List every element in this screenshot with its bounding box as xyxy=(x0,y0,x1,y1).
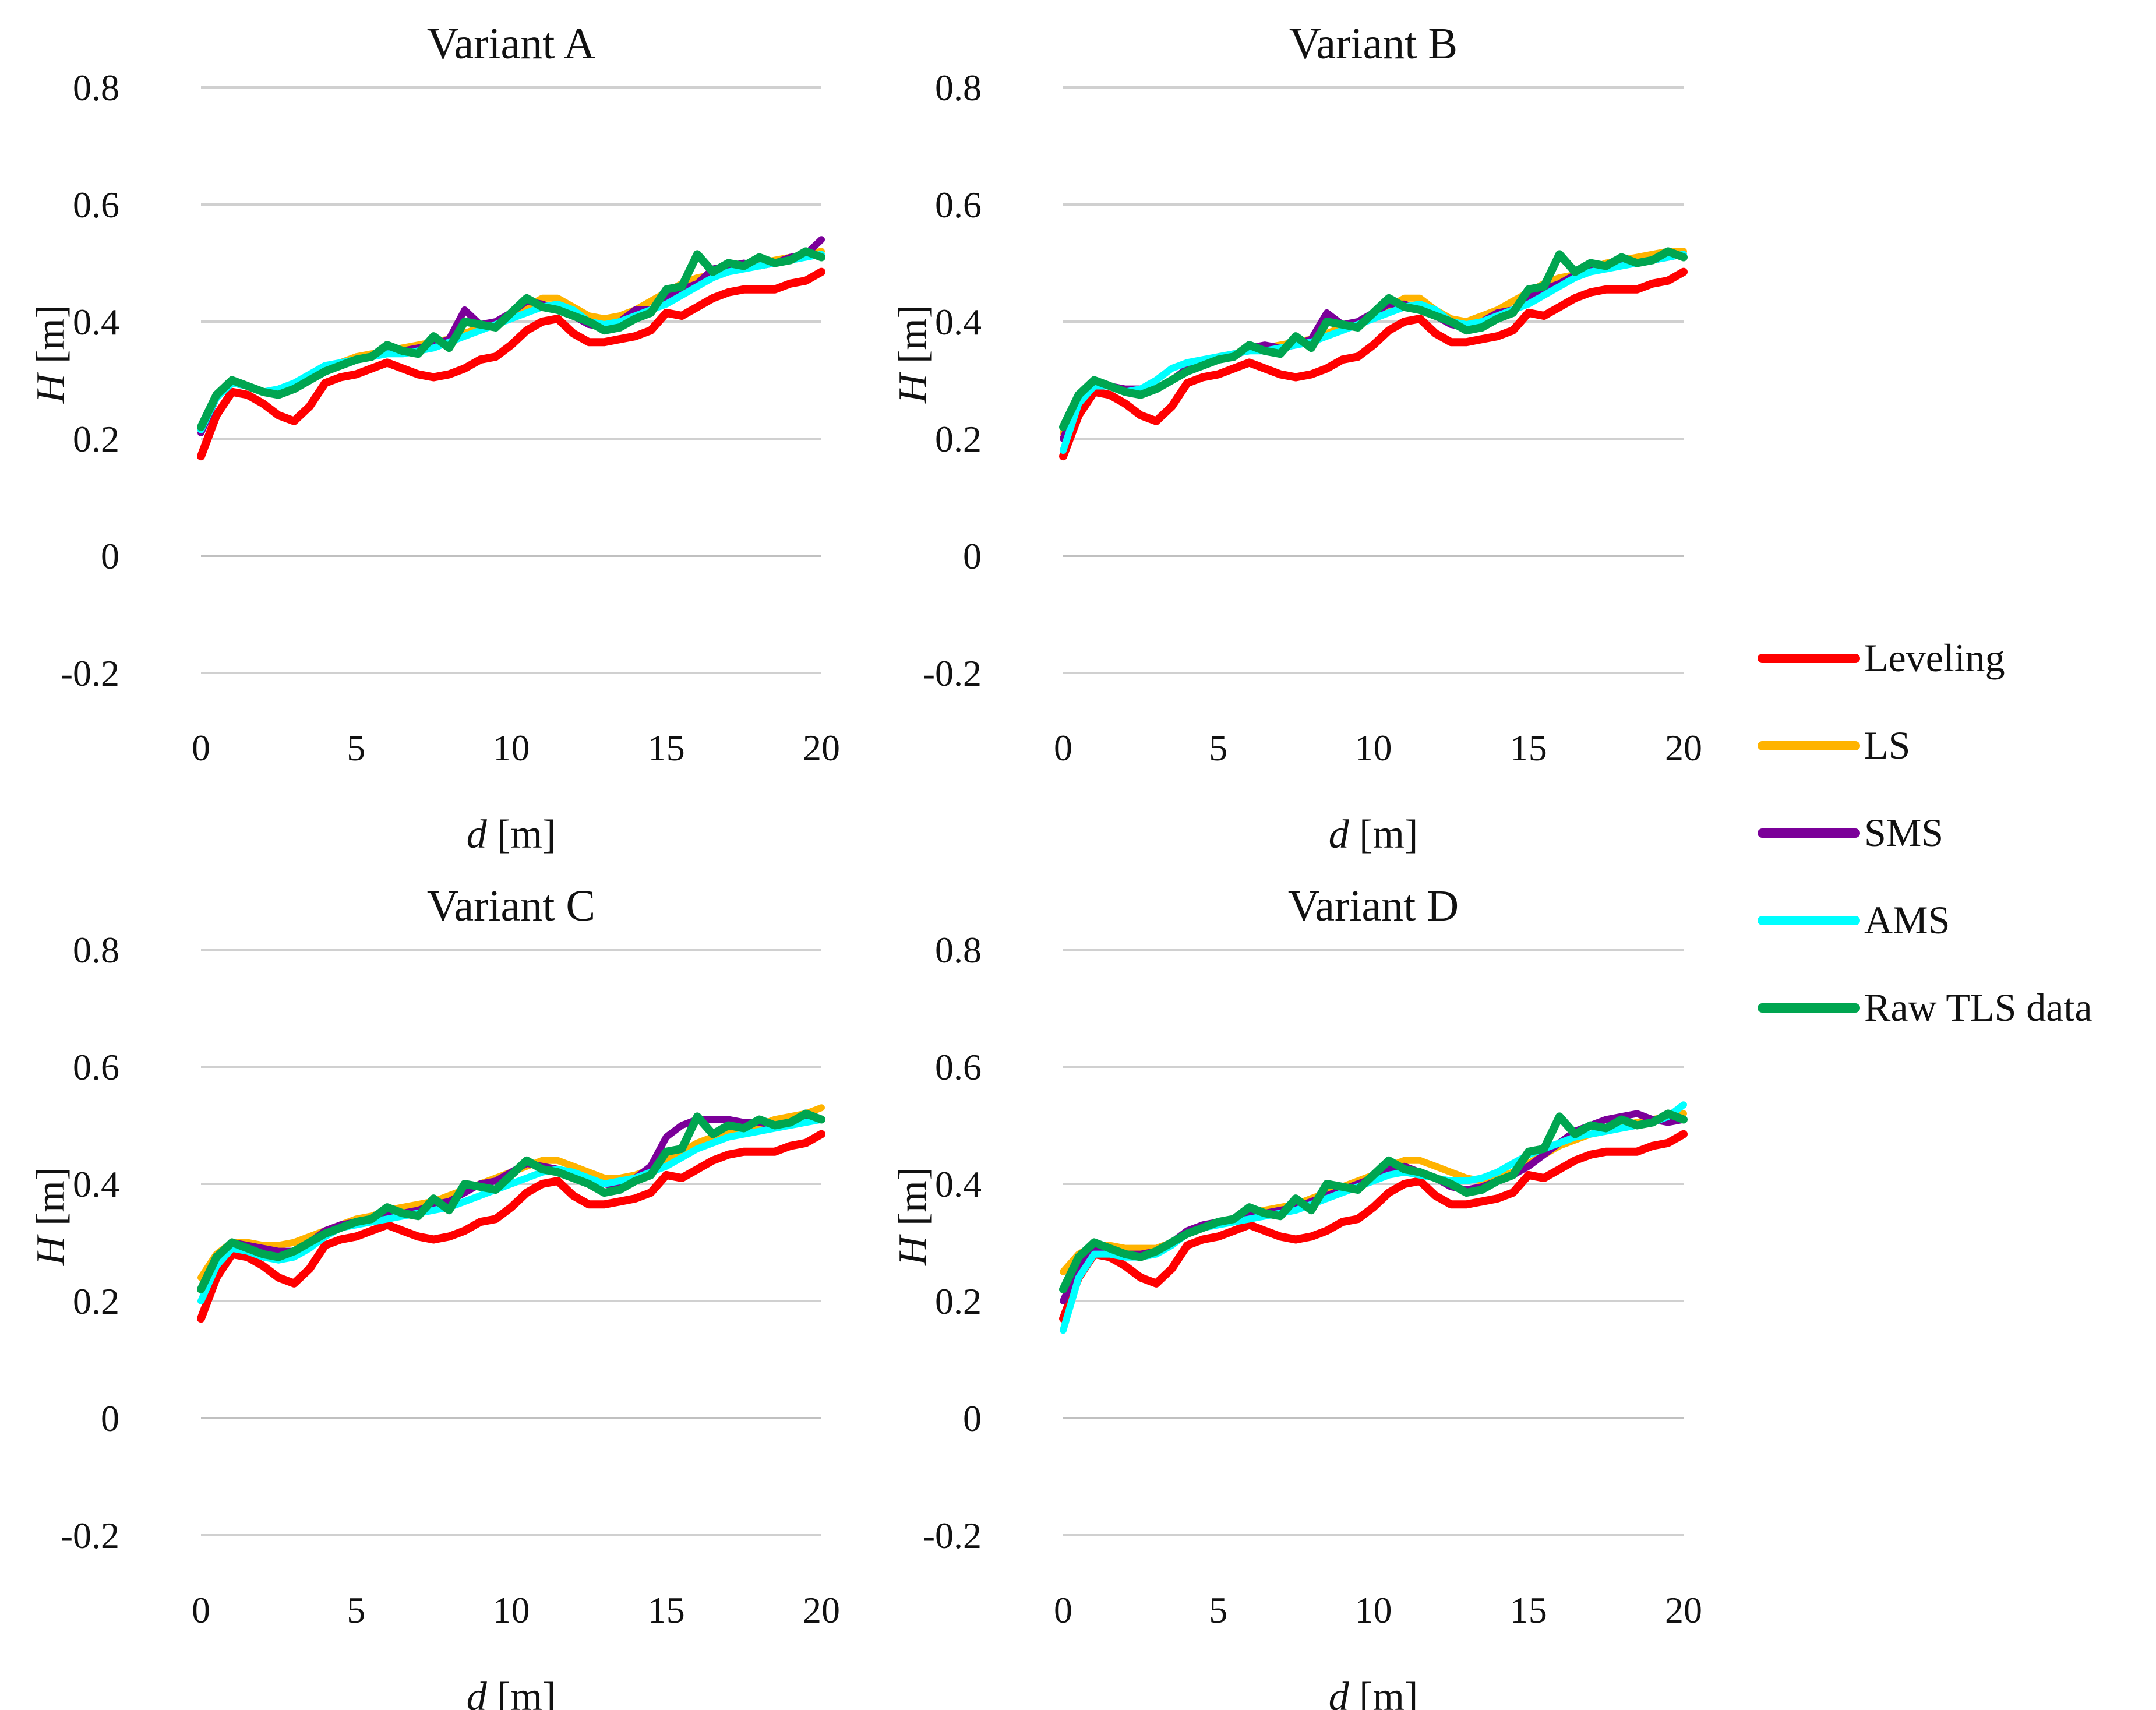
x-axis-label: d [m] xyxy=(467,1674,556,1710)
y-tick-label: 0.8 xyxy=(73,929,119,971)
legend-label-raw-tls-data: Raw TLS data xyxy=(1864,985,2093,1029)
legend-label-leveling: Leveling xyxy=(1864,636,2005,680)
series-line-raw-tls-data xyxy=(197,1109,825,1293)
y-tick-label: 0.6 xyxy=(935,1046,982,1088)
x-tick-label: 15 xyxy=(1510,727,1547,768)
series-line-ams xyxy=(1060,251,1687,454)
x-tick-label: 0 xyxy=(192,727,210,768)
series-line-raw-tls-data xyxy=(197,247,825,431)
x-tick-label: 5 xyxy=(1209,727,1227,768)
x-tick-label: 20 xyxy=(803,727,840,768)
chart-panel-1: Variant A-0.200.20.40.60.80 5 10 15 20d [m]H… xyxy=(29,19,840,857)
y-tick-label: -0.2 xyxy=(923,1515,982,1556)
y-axis-variable: H xyxy=(29,372,73,404)
chart-panel-4: Variant D-0.200.20.40.60.80 5 10 15 20d [m]H… xyxy=(891,882,1702,1710)
x-axis-unit: [m] xyxy=(487,812,556,857)
x-tick-label: 15 xyxy=(648,727,685,768)
legend-label-ams: AMS xyxy=(1864,898,1950,942)
y-tick-label: 0 xyxy=(963,1398,982,1439)
chart-panel-3: Variant C-0.200.20.40.60.80 5 10 15 20d [m]H… xyxy=(29,882,840,1710)
chart-title: Variant B xyxy=(1289,19,1458,68)
y-tick-label: 0.6 xyxy=(73,1046,119,1088)
chart-panel-2: Variant B-0.200.20.40.60.80 5 10 15 20d [m]H… xyxy=(891,19,1702,857)
y-tick-label: 0 xyxy=(101,1398,119,1439)
x-tick-label: 10 xyxy=(493,1589,530,1631)
x-tick-label: 15 xyxy=(1510,1589,1547,1631)
series-line-leveling xyxy=(197,267,825,461)
x-tick-label: 5 xyxy=(1209,1589,1227,1631)
y-axis-unit: [m] xyxy=(29,305,73,374)
x-tick-label: 10 xyxy=(1355,727,1392,768)
x-axis-label: d [m] xyxy=(1329,1674,1418,1710)
y-axis-label: H [m] xyxy=(891,305,936,404)
series-line-raw-tls-data xyxy=(1059,1109,1688,1293)
x-tick-label: 0 xyxy=(1054,727,1072,768)
y-tick-label: -0.2 xyxy=(61,653,119,694)
x-tick-label: 20 xyxy=(1665,1589,1702,1631)
series-line-leveling xyxy=(1059,1130,1688,1323)
y-tick-label: -0.2 xyxy=(61,1515,119,1556)
y-tick-label: 0.8 xyxy=(73,67,119,108)
series-line-leveling xyxy=(1059,267,1688,461)
chart-title: Variant A xyxy=(427,19,595,68)
x-axis-variable: d xyxy=(1329,812,1350,857)
y-axis-unit: [m] xyxy=(891,1167,936,1236)
legend-label-sms: SMS xyxy=(1864,810,1943,855)
y-axis-label: H [m] xyxy=(29,1167,73,1266)
chart-title: Variant C xyxy=(427,882,595,930)
y-axis-variable: H xyxy=(29,1234,73,1266)
legend-label-ls: LS xyxy=(1864,723,1910,767)
series-line-leveling xyxy=(197,1130,825,1323)
y-tick-label: 0 xyxy=(963,535,982,577)
x-axis-unit: [m] xyxy=(1349,1674,1418,1710)
y-tick-label: 0.8 xyxy=(935,929,982,971)
x-tick-label: 5 xyxy=(347,727,365,768)
y-axis-label: H [m] xyxy=(891,1167,936,1266)
x-axis-variable: d xyxy=(467,812,488,857)
series-line-ams xyxy=(197,251,825,433)
y-axis-unit: [m] xyxy=(891,305,936,374)
y-tick-label: 0 xyxy=(101,535,119,577)
x-tick-label: 15 xyxy=(648,1589,685,1631)
y-tick-label: 0.8 xyxy=(935,67,982,108)
x-tick-label: 10 xyxy=(1355,1589,1392,1631)
series-line-ams xyxy=(1060,1101,1687,1334)
x-tick-label: 5 xyxy=(347,1589,365,1631)
series-line-raw-tls-data xyxy=(1059,247,1688,431)
x-axis-unit: [m] xyxy=(487,1674,556,1710)
y-axis-variable: H xyxy=(891,1234,936,1266)
x-tick-label: 0 xyxy=(192,1589,210,1631)
y-axis-unit: [m] xyxy=(29,1167,73,1236)
y-axis-label: H [m] xyxy=(29,305,73,404)
y-axis-variable: H xyxy=(891,372,936,404)
x-axis-label: d [m] xyxy=(1329,812,1418,857)
x-axis-variable: d xyxy=(467,1674,488,1710)
x-axis-variable: d xyxy=(1329,1674,1350,1710)
x-tick-label: 10 xyxy=(493,727,530,768)
y-tick-label: 0.2 xyxy=(935,1281,982,1322)
y-tick-label: 0.4 xyxy=(73,301,119,343)
x-tick-label: 20 xyxy=(1665,727,1702,768)
x-axis-unit: [m] xyxy=(1349,812,1418,857)
x-tick-label: 0 xyxy=(1054,1589,1072,1631)
y-tick-label: -0.2 xyxy=(923,653,982,694)
y-tick-label: 0.2 xyxy=(935,418,982,460)
series-line-ams xyxy=(197,1116,825,1304)
y-tick-label: 0.4 xyxy=(935,1163,982,1205)
y-tick-label: 0.4 xyxy=(935,301,982,343)
x-axis-label: d [m] xyxy=(467,812,556,857)
legend: Leveling LS SMS AMS Raw TLS data xyxy=(1758,636,2093,1029)
series-line-ls xyxy=(197,248,825,431)
y-tick-label: 0.2 xyxy=(73,418,119,460)
y-tick-label: 0.6 xyxy=(935,184,982,225)
y-tick-label: 0.4 xyxy=(73,1163,119,1205)
y-tick-label: 0.2 xyxy=(73,1281,119,1322)
chart-title: Variant D xyxy=(1288,882,1459,930)
x-tick-label: 20 xyxy=(803,1589,840,1631)
y-tick-label: 0.6 xyxy=(73,184,119,225)
